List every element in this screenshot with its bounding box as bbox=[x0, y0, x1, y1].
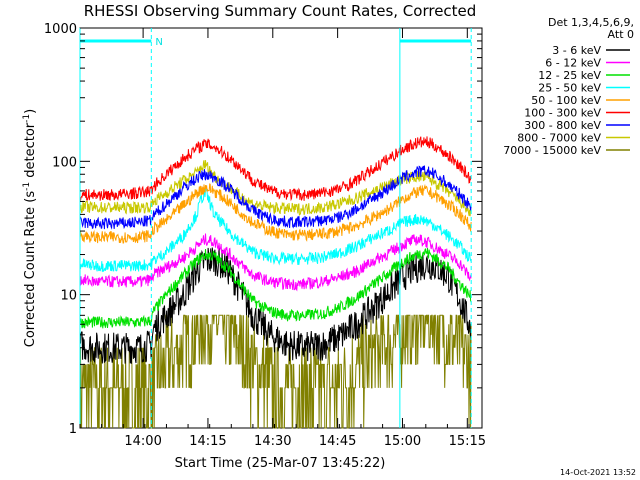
legend-header-detectors: Det 1,3,4,5,6,9, bbox=[548, 16, 634, 29]
series-line-12-25kev bbox=[79, 247, 472, 329]
legend-label: 800 - 7000 keV bbox=[517, 132, 601, 145]
legend-label: 25 - 50 keV bbox=[538, 82, 601, 95]
x-tick-label: 15:15 bbox=[449, 434, 486, 449]
y-tick-label: 100 bbox=[52, 155, 77, 170]
y-axis: 1 10 100 1000 bbox=[44, 22, 482, 437]
y-axis-label-mid: detector bbox=[23, 122, 38, 182]
y-tick-label: 1 bbox=[69, 422, 77, 437]
series-line-300-800kev bbox=[79, 165, 472, 230]
series-line-7000-15000kev bbox=[79, 314, 472, 429]
series-line-6-12kev bbox=[79, 233, 472, 292]
x-axis-label: Start Time (25-Mar-07 13:45:22) bbox=[175, 456, 386, 471]
night-marker-label: N bbox=[155, 37, 162, 48]
legend-label: 100 - 300 keV bbox=[524, 107, 601, 120]
y-axis-label-main: Corrected Count Rate (s bbox=[23, 191, 38, 348]
x-tick-label: 14:00 bbox=[124, 434, 161, 449]
x-axis: 14:00 14:15 14:30 14:45 15:00 15:15 bbox=[79, 28, 486, 449]
chart-title: RHESSI Observing Summary Count Rates, Co… bbox=[84, 2, 477, 20]
y-axis-label: Corrected Count Rate (s-1 detector-1) bbox=[22, 109, 38, 347]
series-line-50-100kev bbox=[79, 183, 472, 244]
x-tick-label: 14:45 bbox=[319, 434, 356, 449]
timestamp: 14-Oct-2021 13:52 bbox=[560, 468, 636, 477]
x-tick-label: 14:15 bbox=[189, 434, 226, 449]
x-tick-label: 15:00 bbox=[384, 434, 421, 449]
legend-label: 6 - 12 keV bbox=[545, 57, 601, 70]
y-axis-label-end: ) bbox=[23, 109, 38, 114]
series-line-100-300kev bbox=[79, 136, 472, 202]
sun-interval-layer: N bbox=[79, 28, 472, 428]
y-axis-label-sup2: -1 bbox=[22, 114, 32, 123]
legend-label: 7000 - 15000 keV bbox=[503, 144, 601, 157]
y-axis-label-sup1: -1 bbox=[22, 182, 32, 191]
series-line-25-50kev bbox=[79, 187, 472, 273]
series-line-3-6kev bbox=[79, 246, 472, 364]
legend-header-attenuator: Att 0 bbox=[608, 28, 634, 41]
legend-label: 50 - 100 keV bbox=[531, 94, 601, 107]
legend-label: 12 - 25 keV bbox=[538, 69, 601, 82]
legend-label: 300 - 800 keV bbox=[524, 119, 601, 132]
legend-label: 3 - 6 keV bbox=[552, 44, 601, 57]
x-tick-label: 14:30 bbox=[254, 434, 291, 449]
y-tick-label: 1000 bbox=[44, 22, 77, 37]
series-layer bbox=[79, 136, 472, 429]
y-tick-label: 10 bbox=[60, 289, 77, 304]
